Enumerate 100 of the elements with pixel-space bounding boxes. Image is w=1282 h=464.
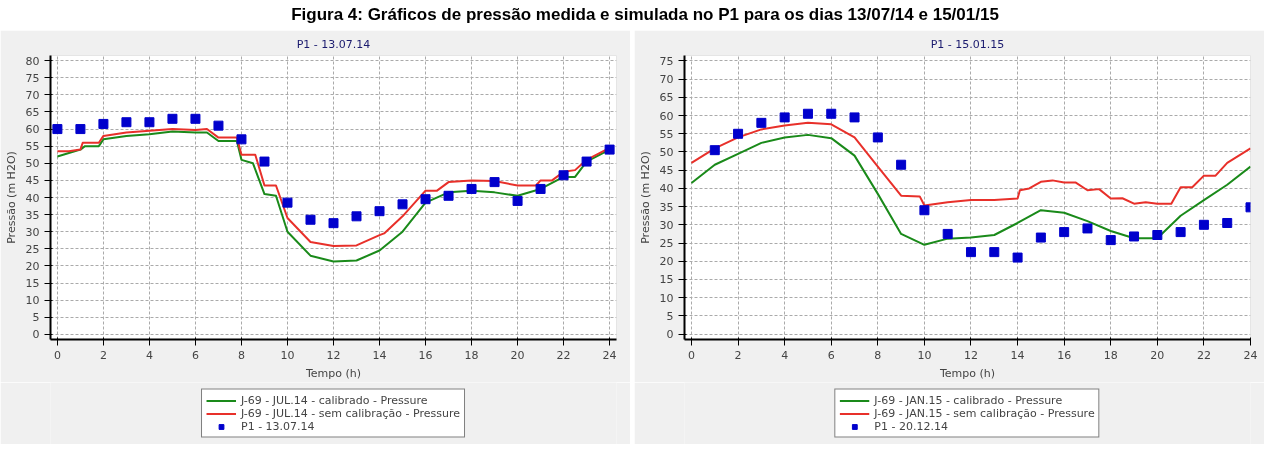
point	[756, 118, 767, 128]
x-tick-label: 12	[964, 348, 978, 362]
y-tick-label: 65	[659, 91, 674, 105]
y-tick-label: 55	[659, 127, 674, 141]
x-tick-label: 0	[53, 348, 61, 362]
y-tick-label: 60	[25, 123, 40, 137]
y-tick-label: 30	[25, 225, 40, 239]
point	[167, 113, 178, 124]
point	[121, 117, 132, 128]
point	[512, 196, 523, 207]
y-axis-title: Pressão (m H2O)	[638, 151, 652, 244]
point	[826, 108, 837, 119]
chart-title: P1 - 13.07.14	[296, 37, 371, 51]
y-tick-label: 70	[25, 88, 40, 102]
legend-label: J-69 - JAN.15 - sem calibração - Pressure	[874, 406, 1095, 420]
legend-label: J-69 - JUL.14 - sem calibração - Pressure	[241, 406, 460, 420]
x-tick-label: 0	[687, 348, 695, 362]
x-tick-label: 12	[326, 348, 341, 362]
point	[1082, 223, 1093, 234]
y-tick-label: 25	[659, 237, 674, 251]
point	[236, 134, 247, 145]
x-tick-label: 6	[827, 348, 835, 362]
point	[872, 132, 883, 143]
point	[52, 124, 63, 135]
point	[558, 170, 569, 181]
y-tick-label: 75	[659, 55, 674, 69]
y-tick-label: 5	[666, 309, 674, 323]
point	[1152, 230, 1163, 241]
line-series	[690, 134, 1251, 246]
point	[351, 211, 362, 222]
y-tick-label: 75	[25, 71, 40, 85]
x-tick-label: 10	[280, 348, 295, 362]
point	[489, 177, 500, 188]
point	[328, 218, 339, 229]
point	[420, 194, 431, 205]
point	[1222, 218, 1233, 229]
x-tick-label: 22	[556, 348, 571, 362]
x-tick-label: 22	[1196, 348, 1211, 362]
y-tick-label: 60	[659, 109, 674, 123]
point	[144, 117, 155, 128]
legend-label: P1 - 20.12.14	[874, 419, 948, 433]
point	[1059, 227, 1070, 238]
y-tick-label: 40	[25, 191, 40, 205]
y-tick-label: 0	[32, 328, 40, 342]
legend-label: P1 - 13.07.14	[241, 419, 315, 433]
y-axis-title: Pressão (m H2O)	[4, 151, 18, 244]
x-tick-label: 4	[145, 348, 153, 362]
x-tick-label: 14	[1010, 348, 1025, 362]
point	[98, 119, 109, 130]
y-tick-label: 30	[659, 218, 674, 232]
x-tick-label: 10	[917, 348, 932, 362]
point	[1198, 219, 1209, 230]
x-tick-label: 16	[418, 348, 433, 362]
y-tick-label: 15	[659, 273, 674, 287]
y-tick-label: 5	[32, 311, 40, 325]
y-tick-label: 55	[25, 140, 40, 154]
point	[305, 214, 316, 225]
point	[779, 112, 790, 123]
point	[282, 197, 293, 208]
text: Figura 4: Gráficos de pressão medida e simulada no P1 para os dias 13/07/14 e 15/01/15	[290, 5, 1000, 25]
x-tick-label: 2	[734, 348, 742, 362]
x-tick-label: 8	[874, 348, 882, 362]
point	[989, 247, 1000, 258]
y-tick-label: 80	[25, 54, 40, 68]
point	[1175, 227, 1186, 238]
point	[259, 156, 270, 167]
point	[466, 184, 477, 195]
y-tick-label: 50	[25, 157, 40, 171]
point	[604, 144, 615, 155]
legend-label: J-69 - JAN.15 - calibrado - Pressure	[874, 393, 1063, 407]
x-tick-label: 20	[510, 348, 525, 362]
x-tick-label: 18	[1103, 348, 1118, 362]
point	[1105, 235, 1116, 246]
point	[896, 159, 907, 170]
y-tick-label: 65	[25, 106, 40, 120]
point	[213, 120, 224, 131]
point	[942, 229, 953, 240]
point	[919, 205, 930, 216]
y-tick-label: 40	[659, 182, 674, 196]
y-tick-label: 45	[659, 164, 674, 178]
y-tick-label: 20	[25, 260, 40, 274]
point	[1035, 232, 1046, 243]
point	[1012, 252, 1023, 263]
x-tick-label: 2	[99, 348, 107, 362]
point	[443, 190, 454, 201]
x-tick-label: 6	[191, 348, 199, 362]
x-tick-label: 4	[781, 348, 789, 362]
x-tick-label: 24	[1243, 348, 1258, 362]
y-tick-label: 10	[25, 294, 40, 308]
y-tick-label: 35	[25, 208, 40, 222]
point	[397, 199, 408, 210]
point	[802, 108, 813, 119]
x-tick-label: 16	[1057, 348, 1072, 362]
point	[1129, 231, 1140, 242]
y-tick-label: 50	[659, 146, 674, 160]
y-tick-label: 0	[666, 328, 674, 342]
chart-title: P1 - 15.01.15	[930, 37, 1005, 51]
x-tick-label: 14	[372, 348, 387, 362]
y-tick-label: 20	[659, 255, 674, 269]
y-tick-label: 70	[659, 73, 674, 87]
